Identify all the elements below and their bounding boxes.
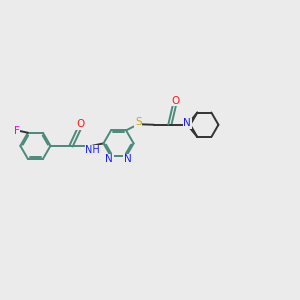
Text: NH: NH: [85, 145, 100, 155]
Text: N: N: [184, 118, 191, 128]
Text: F: F: [14, 126, 20, 136]
Text: N: N: [105, 154, 113, 164]
Text: O: O: [76, 119, 85, 129]
Text: N: N: [124, 154, 132, 164]
Text: S: S: [135, 117, 142, 127]
Text: O: O: [171, 96, 179, 106]
